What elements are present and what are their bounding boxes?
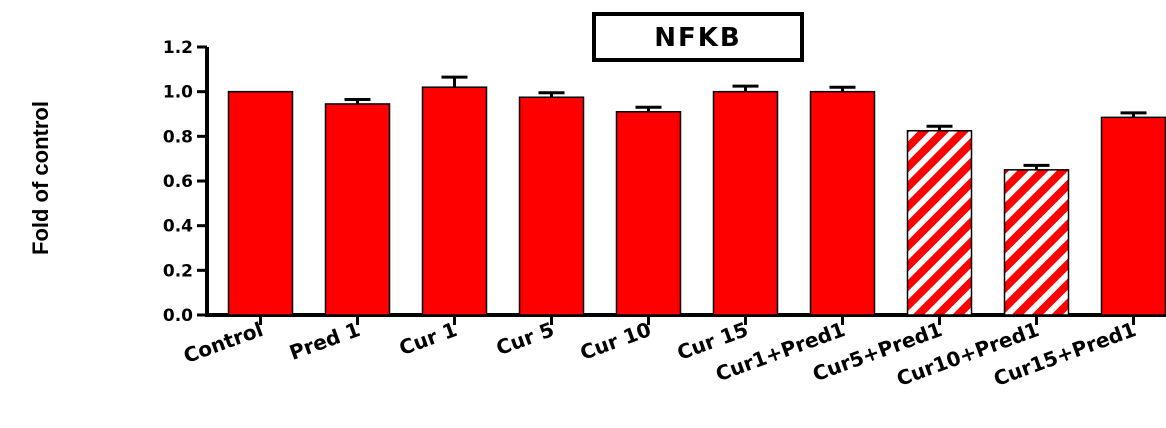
bar	[229, 92, 293, 315]
category-label: Control	[180, 317, 266, 368]
y-tick-label: 1.0	[163, 83, 193, 103]
category-label: Cur 10	[577, 317, 654, 365]
y-tick-label: 1.2	[163, 38, 193, 58]
chart-title-box: NFKB	[594, 14, 802, 60]
bar	[520, 97, 584, 315]
category-label: Cur 5	[493, 317, 557, 360]
category-label: Cur 1	[396, 317, 460, 360]
y-axis-label: Fold of control	[28, 101, 53, 255]
y-tick-label: 0.4	[163, 217, 193, 237]
y-tick-label: 0.6	[163, 172, 193, 192]
bar	[908, 131, 972, 315]
bar	[617, 112, 681, 315]
bars	[229, 77, 1166, 315]
y-tick-label: 0.8	[163, 127, 193, 147]
y-tick-label: 0.2	[163, 261, 193, 281]
bar	[1102, 117, 1166, 315]
bar	[423, 87, 487, 315]
y-tick-label: 0.0	[163, 306, 193, 326]
bar	[1005, 170, 1069, 315]
category-label: Pred 1	[286, 317, 363, 365]
category-labels: Control Pred 1 Cur 1 Cur 5 Cur 10 Cur 15Cur1+…	[180, 317, 1139, 391]
bar	[714, 92, 778, 315]
chart-title: NFKB	[654, 23, 742, 53]
bar	[811, 92, 875, 315]
bar	[326, 104, 390, 315]
